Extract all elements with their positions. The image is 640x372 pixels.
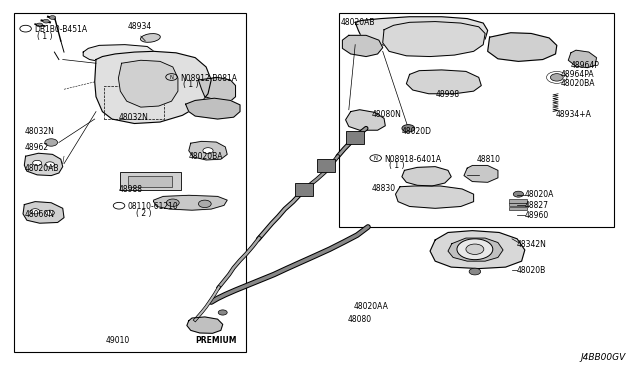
- Text: 48080N: 48080N: [371, 110, 401, 119]
- Text: ( 2 ): ( 2 ): [136, 209, 152, 218]
- Polygon shape: [198, 77, 236, 101]
- Text: 48060N: 48060N: [24, 210, 54, 219]
- Text: N08918-6401A: N08918-6401A: [385, 155, 442, 164]
- Text: 48810: 48810: [477, 155, 501, 164]
- Text: 48964PA: 48964PA: [561, 70, 595, 79]
- Text: 48988: 48988: [118, 185, 143, 194]
- Circle shape: [402, 125, 415, 132]
- Circle shape: [218, 310, 227, 315]
- Circle shape: [33, 160, 42, 166]
- Circle shape: [36, 23, 43, 27]
- Circle shape: [45, 162, 54, 167]
- Text: DB1B0-B451A: DB1B0-B451A: [35, 25, 88, 34]
- Text: 48830: 48830: [371, 185, 396, 193]
- Circle shape: [198, 200, 211, 208]
- Text: N: N: [170, 74, 173, 80]
- Polygon shape: [383, 22, 485, 57]
- Text: 48964P: 48964P: [571, 61, 600, 70]
- Bar: [509, 207, 527, 210]
- Polygon shape: [154, 195, 227, 210]
- Text: J4BB00GV: J4BB00GV: [580, 353, 626, 362]
- Polygon shape: [430, 231, 525, 269]
- Ellipse shape: [141, 33, 160, 42]
- Circle shape: [166, 199, 179, 206]
- Polygon shape: [342, 35, 383, 57]
- Text: 48020A: 48020A: [525, 190, 554, 199]
- Bar: [339, 13, 614, 227]
- Polygon shape: [189, 141, 227, 160]
- Circle shape: [513, 191, 524, 197]
- Text: N: N: [374, 155, 378, 161]
- Circle shape: [469, 268, 481, 275]
- Bar: [120, 172, 181, 190]
- Polygon shape: [23, 202, 64, 223]
- Text: 48827: 48827: [525, 201, 548, 210]
- Polygon shape: [83, 45, 155, 64]
- Bar: [295, 183, 313, 196]
- Text: 48342N: 48342N: [517, 240, 547, 249]
- Polygon shape: [186, 98, 240, 119]
- Text: 48032N: 48032N: [24, 127, 54, 136]
- Polygon shape: [95, 51, 211, 124]
- Polygon shape: [406, 70, 481, 94]
- Text: 48020B: 48020B: [517, 266, 547, 275]
- Text: ( 1 ): ( 1 ): [183, 80, 198, 89]
- Text: 48962: 48962: [24, 143, 49, 152]
- Text: 48960: 48960: [525, 211, 549, 220]
- Polygon shape: [448, 238, 503, 261]
- Bar: [104, 86, 164, 119]
- Text: 48032N: 48032N: [118, 113, 148, 122]
- Text: 08110-61210: 08110-61210: [128, 202, 179, 211]
- Text: 48020AB: 48020AB: [341, 18, 376, 27]
- Circle shape: [466, 244, 484, 254]
- Polygon shape: [118, 60, 178, 107]
- Bar: [509, 203, 527, 206]
- Text: 48020AB: 48020AB: [24, 164, 59, 173]
- Text: 48934+A: 48934+A: [556, 110, 591, 119]
- Polygon shape: [346, 110, 385, 130]
- Text: ( 1 ): ( 1 ): [389, 161, 404, 170]
- Circle shape: [49, 16, 56, 19]
- Polygon shape: [568, 50, 596, 68]
- Text: ( 1 ): ( 1 ): [37, 32, 52, 41]
- Circle shape: [45, 139, 58, 146]
- Bar: [509, 199, 527, 203]
- Polygon shape: [355, 17, 488, 50]
- Circle shape: [31, 209, 40, 214]
- Text: N08912-B081A: N08912-B081A: [180, 74, 237, 83]
- Bar: [128, 176, 172, 187]
- Polygon shape: [488, 33, 557, 61]
- Polygon shape: [464, 166, 498, 182]
- Text: PREMIUM: PREMIUM: [195, 336, 237, 345]
- Text: 49010: 49010: [106, 336, 130, 345]
- Text: 48998: 48998: [435, 90, 460, 99]
- Polygon shape: [396, 186, 474, 208]
- Text: 48080: 48080: [348, 315, 372, 324]
- Bar: [346, 131, 364, 144]
- Circle shape: [457, 239, 493, 260]
- Circle shape: [550, 74, 563, 81]
- Bar: [317, 159, 335, 172]
- Circle shape: [43, 19, 49, 23]
- Polygon shape: [402, 167, 451, 186]
- Text: 48934: 48934: [128, 22, 152, 31]
- Circle shape: [203, 148, 213, 154]
- Polygon shape: [187, 317, 223, 333]
- Text: 48020BA: 48020BA: [189, 153, 223, 161]
- Bar: [14, 13, 246, 352]
- Text: 48020D: 48020D: [401, 127, 431, 136]
- Text: 48020BA: 48020BA: [561, 79, 595, 88]
- Circle shape: [45, 210, 54, 215]
- Polygon shape: [24, 153, 63, 176]
- Text: 48020AA: 48020AA: [354, 302, 388, 311]
